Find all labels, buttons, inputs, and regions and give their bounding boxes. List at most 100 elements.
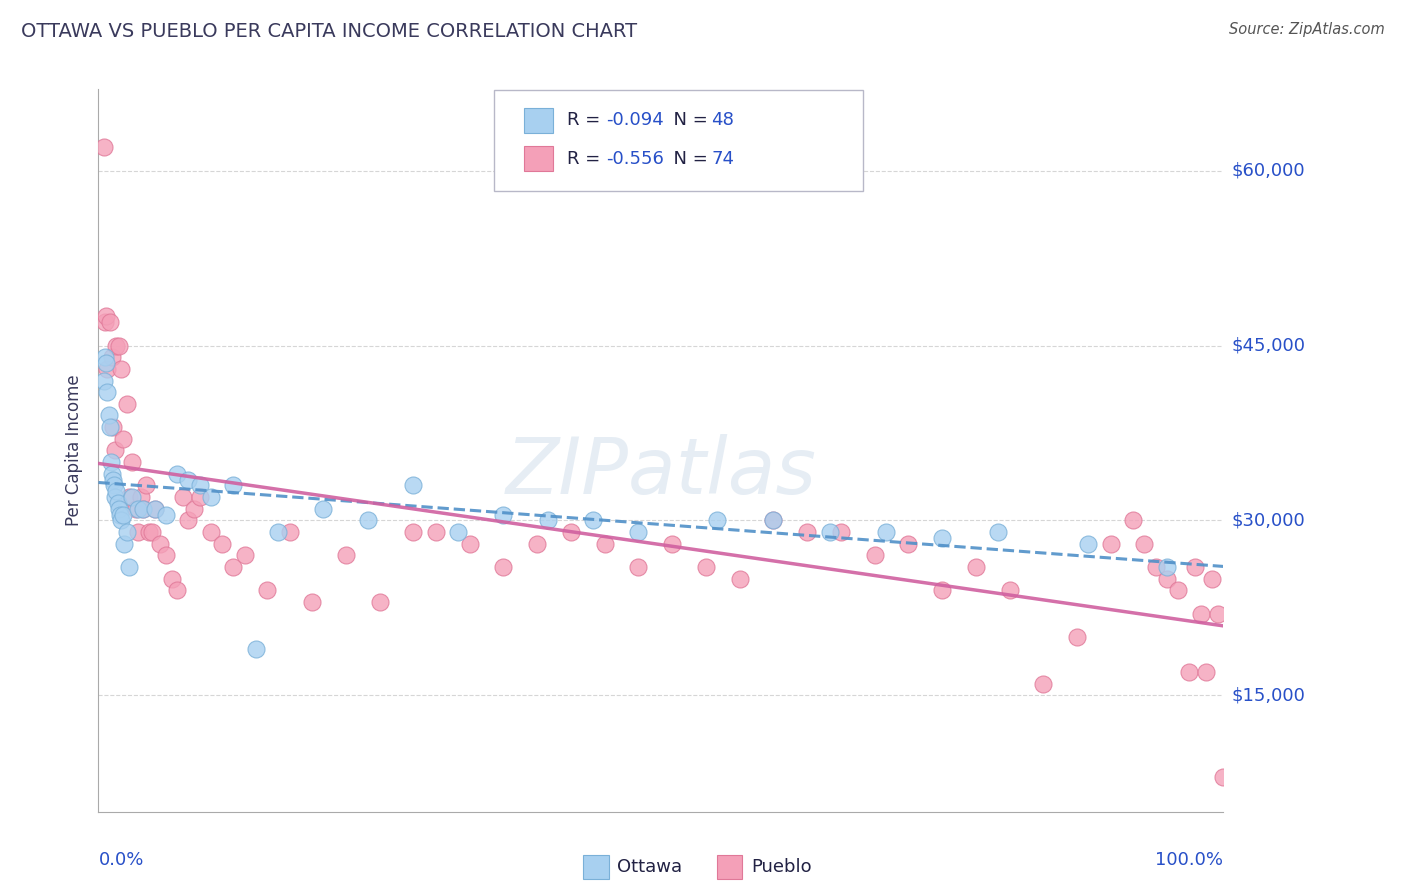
- Point: [98, 420, 121, 434]
- Point: [172, 490, 194, 504]
- Point: [931, 583, 953, 598]
- Point: [447, 524, 470, 539]
- Point: [160, 572, 183, 586]
- Point: [1133, 537, 1156, 551]
- Point: [143, 501, 166, 516]
- Point: [492, 508, 515, 522]
- Point: [1201, 572, 1223, 586]
- Point: [1122, 513, 1144, 527]
- Point: [627, 560, 650, 574]
- Point: [728, 572, 751, 586]
- Point: [138, 524, 160, 539]
- Text: Ottawa: Ottawa: [617, 858, 682, 876]
- Point: [96, 310, 118, 324]
- Point: [115, 524, 138, 539]
- Text: $15,000: $15,000: [1232, 686, 1305, 704]
- Point: [1206, 607, 1229, 621]
- Point: [101, 420, 124, 434]
- Point: [115, 397, 138, 411]
- Point: [101, 467, 124, 481]
- Point: [897, 537, 920, 551]
- Text: N =: N =: [662, 112, 714, 129]
- Point: [593, 537, 616, 551]
- Point: [863, 549, 886, 563]
- Point: [256, 583, 278, 598]
- Point: [301, 595, 323, 609]
- Point: [1066, 630, 1088, 644]
- Point: [107, 496, 129, 510]
- Text: 100.0%: 100.0%: [1156, 852, 1223, 870]
- Point: [998, 583, 1021, 598]
- Text: 74: 74: [711, 150, 734, 168]
- Point: [112, 432, 135, 446]
- Point: [425, 524, 447, 539]
- Point: [312, 501, 335, 516]
- Point: [96, 356, 118, 370]
- Point: [830, 524, 852, 539]
- Text: ZIPatlas: ZIPatlas: [505, 434, 817, 510]
- Text: 0.0%: 0.0%: [98, 852, 143, 870]
- Point: [695, 560, 717, 574]
- Point: [222, 560, 245, 574]
- Point: [188, 490, 211, 504]
- Text: OTTAWA VS PUEBLO PER CAPITA INCOME CORRELATION CHART: OTTAWA VS PUEBLO PER CAPITA INCOME CORRE…: [21, 22, 637, 41]
- Point: [706, 513, 728, 527]
- Point: [121, 490, 143, 504]
- Point: [118, 560, 141, 574]
- Point: [107, 338, 129, 352]
- Point: [112, 537, 135, 551]
- Point: [105, 338, 128, 352]
- Point: [368, 595, 391, 609]
- Point: [149, 537, 172, 551]
- Point: [101, 350, 124, 364]
- Text: Source: ZipAtlas.com: Source: ZipAtlas.com: [1229, 22, 1385, 37]
- Point: [135, 478, 157, 492]
- Point: [222, 478, 245, 492]
- Point: [1144, 560, 1167, 574]
- Point: [200, 524, 222, 539]
- Point: [110, 362, 132, 376]
- Point: [1156, 560, 1178, 574]
- Point: [762, 513, 785, 527]
- Point: [98, 315, 121, 329]
- Point: [267, 524, 290, 539]
- Text: $60,000: $60,000: [1232, 161, 1305, 180]
- Point: [101, 473, 124, 487]
- Point: [96, 385, 118, 400]
- Point: [537, 513, 560, 527]
- Point: [127, 501, 149, 516]
- Point: [402, 478, 425, 492]
- Point: [931, 531, 953, 545]
- Text: N =: N =: [662, 150, 714, 168]
- Point: [97, 409, 120, 423]
- Y-axis label: Per Capita Income: Per Capita Income: [65, 375, 83, 526]
- Point: [132, 501, 155, 516]
- Text: R =: R =: [567, 112, 606, 129]
- Point: [96, 362, 118, 376]
- Point: [661, 537, 683, 551]
- Point: [110, 513, 132, 527]
- Point: [103, 478, 125, 492]
- Point: [177, 513, 200, 527]
- Point: [357, 513, 380, 527]
- Point: [335, 549, 357, 563]
- Point: [1156, 572, 1178, 586]
- Point: [118, 490, 141, 504]
- Point: [100, 455, 122, 469]
- Point: [402, 524, 425, 539]
- Point: [108, 508, 131, 522]
- Point: [1099, 537, 1122, 551]
- Point: [818, 524, 841, 539]
- Point: [211, 537, 233, 551]
- Text: R =: R =: [567, 150, 606, 168]
- Point: [177, 473, 200, 487]
- Point: [582, 513, 605, 527]
- Point: [127, 524, 149, 539]
- Point: [233, 549, 256, 563]
- Point: [526, 537, 548, 551]
- Point: [183, 501, 205, 516]
- Point: [124, 501, 146, 516]
- Point: [245, 641, 267, 656]
- Point: [965, 560, 987, 574]
- Point: [104, 490, 127, 504]
